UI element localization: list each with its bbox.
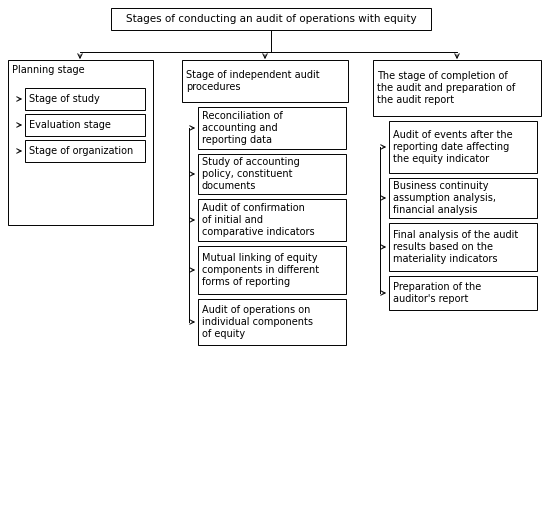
Text: Stages of conducting an audit of operations with equity: Stages of conducting an audit of operati… bbox=[126, 14, 416, 24]
Text: Evaluation stage: Evaluation stage bbox=[29, 120, 111, 130]
Bar bbox=[198, 246, 346, 294]
Bar bbox=[198, 107, 346, 149]
Bar bbox=[182, 60, 348, 102]
Text: Stage of study: Stage of study bbox=[29, 94, 100, 104]
Bar bbox=[389, 178, 537, 218]
Text: Reconciliation of
accounting and
reporting data: Reconciliation of accounting and reporti… bbox=[202, 111, 283, 145]
Text: Audit of events after the
reporting date affecting
the equity indicator: Audit of events after the reporting date… bbox=[393, 130, 513, 164]
Text: Audit of operations on
individual components
of equity: Audit of operations on individual compon… bbox=[202, 305, 313, 339]
Text: Stage of independent audit
procedures: Stage of independent audit procedures bbox=[186, 70, 320, 92]
Bar bbox=[389, 276, 537, 310]
Bar bbox=[198, 199, 346, 241]
Bar bbox=[373, 60, 541, 116]
Text: Mutual linking of equity
components in different
forms of reporting: Mutual linking of equity components in d… bbox=[202, 253, 319, 287]
Text: The stage of completion of
the audit and preparation of
the audit report: The stage of completion of the audit and… bbox=[377, 71, 515, 105]
Text: Study of accounting
policy, constituent
documents: Study of accounting policy, constituent … bbox=[202, 157, 300, 191]
Bar bbox=[389, 223, 537, 271]
Bar bbox=[111, 8, 431, 30]
Text: Audit of confirmation
of initial and
comparative indicators: Audit of confirmation of initial and com… bbox=[202, 203, 315, 236]
Text: Final analysis of the audit
results based on the
materiality indicators: Final analysis of the audit results base… bbox=[393, 230, 518, 264]
Bar bbox=[25, 88, 145, 110]
Bar bbox=[389, 121, 537, 173]
Text: Preparation of the
auditor's report: Preparation of the auditor's report bbox=[393, 282, 481, 304]
Text: Stage of organization: Stage of organization bbox=[29, 146, 133, 156]
Text: Business continuity
assumption analysis,
financial analysis: Business continuity assumption analysis,… bbox=[393, 182, 496, 214]
Bar bbox=[198, 299, 346, 345]
Bar bbox=[25, 114, 145, 136]
Bar bbox=[8, 60, 153, 225]
Bar bbox=[25, 140, 145, 162]
Bar bbox=[198, 154, 346, 194]
Text: Planning stage: Planning stage bbox=[12, 65, 84, 75]
